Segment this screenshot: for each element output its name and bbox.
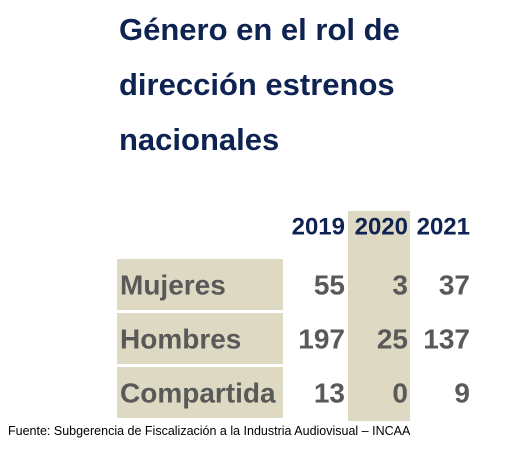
table-cell-value: 55 xyxy=(314,270,345,301)
table-cell-value: 3 xyxy=(392,270,408,301)
row-label-bg xyxy=(117,313,283,364)
row-label: Hombres xyxy=(120,324,241,355)
column-header: 2019 xyxy=(292,214,345,241)
table-cell-value: 25 xyxy=(377,324,408,355)
row-label: Compartida xyxy=(120,378,276,409)
table-cell-value: 197 xyxy=(298,324,345,355)
table-cell-value: 0 xyxy=(392,378,408,409)
source-note: Fuente: Subgerencia de Fiscalización a l… xyxy=(8,424,411,438)
table-cell-value: 137 xyxy=(423,324,470,355)
row-label-bg xyxy=(117,259,283,310)
table-cell-value: 13 xyxy=(314,378,345,409)
chart-title: Género en el rol de dirección estrenos n… xyxy=(119,12,400,157)
highlighted-column-bg xyxy=(348,211,410,421)
column-header: 2020 xyxy=(355,214,408,241)
table-cell-value: 37 xyxy=(439,270,470,301)
row-label-bg xyxy=(117,367,283,418)
column-header: 2021 xyxy=(417,214,470,241)
table-cell-value: 9 xyxy=(454,378,470,409)
row-label: Mujeres xyxy=(120,270,226,301)
